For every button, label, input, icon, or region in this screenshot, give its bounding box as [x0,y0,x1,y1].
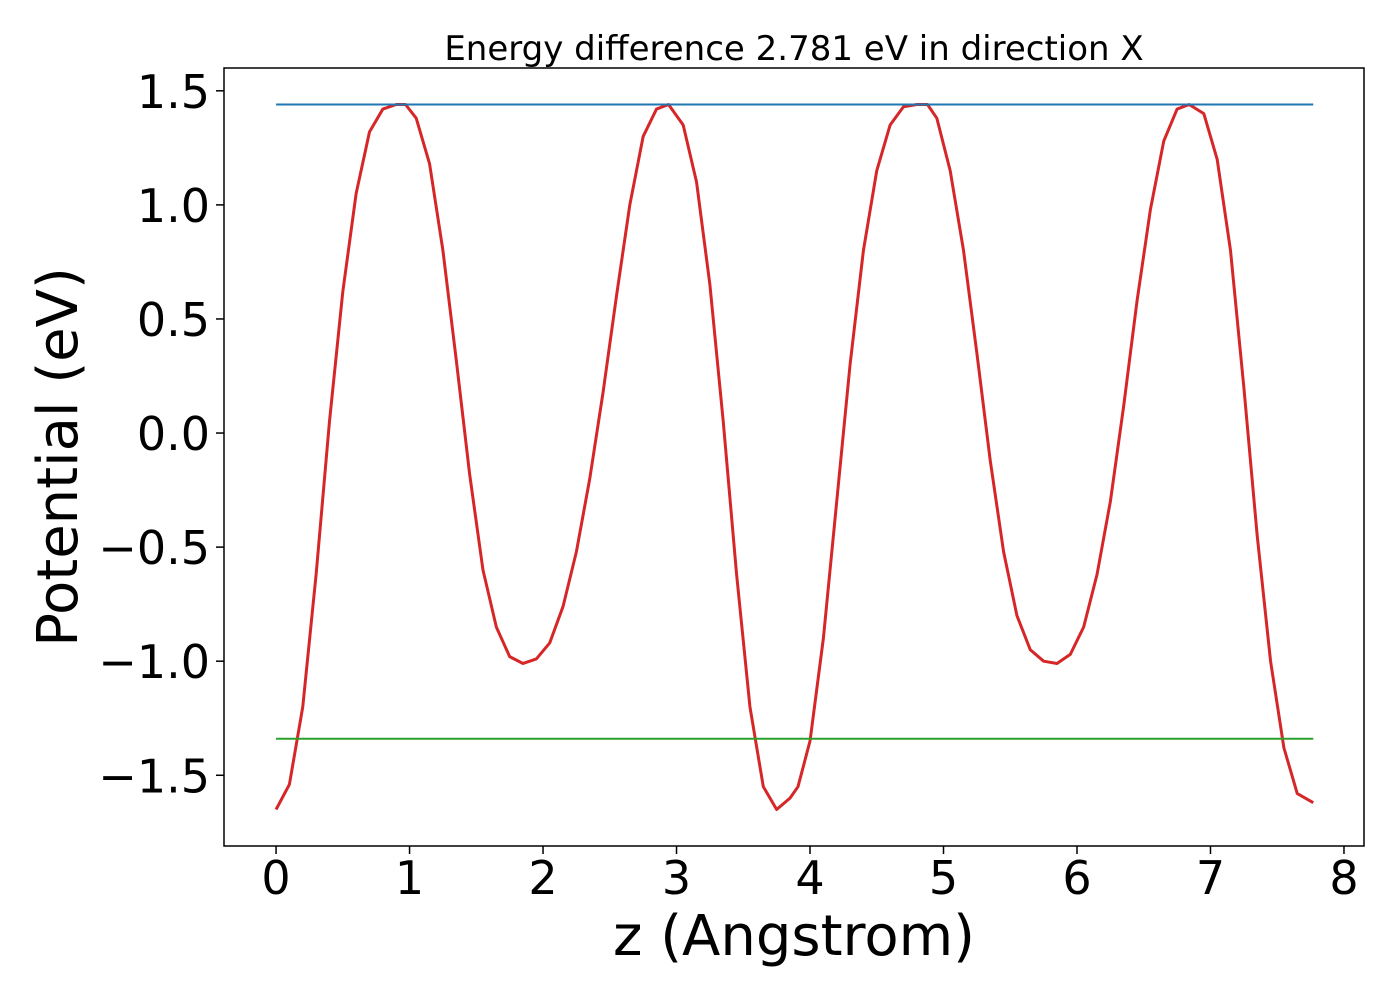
x-tick-label: 8 [1329,851,1358,905]
y-tick-label: 1.0 [137,179,210,233]
x-tick-label: 6 [1062,851,1091,905]
y-tick-label: 0.0 [137,407,210,461]
y-axis-label: Potential (eV) [26,267,91,647]
x-tick-label: 4 [795,851,824,905]
x-tick-label: 3 [662,851,691,905]
y-tick-label: 1.5 [137,65,210,119]
potential-curve [274,103,1315,811]
plot-area-frame [223,67,1365,847]
y-axis-ticks: −1.5 −1.0 −0.5 0.0 0.5 1.0 1.5 [98,65,224,803]
x-axis-label: z (Angstrom) [613,904,975,969]
x-tick-label: 0 [261,851,290,905]
y-tick-label: −0.5 [98,521,210,575]
x-tick-label: 5 [929,851,958,905]
x-tick-label: 7 [1196,851,1225,905]
x-tick-label: 1 [395,851,424,905]
x-axis-ticks: 0 1 2 3 4 5 6 7 8 [261,846,1359,905]
y-tick-label: 0.5 [137,293,210,347]
x-tick-label: 2 [528,851,557,905]
chart-title: Energy difference 2.781 eV in direction … [444,29,1143,69]
y-tick-label: −1.0 [98,635,210,689]
y-tick-label: −1.5 [98,749,210,803]
series-layer [274,103,1315,811]
